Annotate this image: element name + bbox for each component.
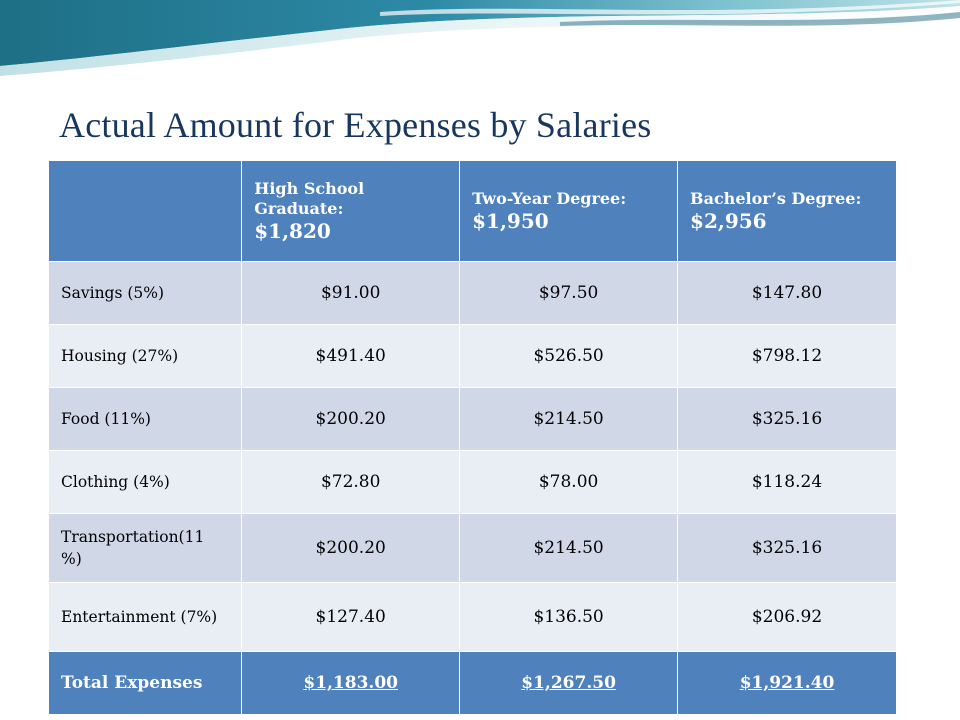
row-value: $91.00 [241, 261, 461, 325]
row-value: $127.40 [241, 582, 461, 652]
header-label: Bachelor’s Degree: [690, 189, 862, 208]
row-label: Clothing (4%) [47, 450, 243, 514]
row-value: $136.50 [459, 582, 679, 652]
row-value: $798.12 [677, 324, 897, 388]
header-label: High School Graduate: [254, 179, 365, 218]
row-value: $526.50 [459, 324, 679, 388]
table-row: Housing (27%) $491.40 $526.50 $798.12 [47, 324, 897, 388]
header-cell: Two-Year Degree: $1,950 [459, 160, 679, 262]
expenses-table: High School Graduate: $1,820 Two-Year Degr… [47, 160, 897, 715]
row-value: $491.40 [241, 324, 461, 388]
header-amount: $2,956 [690, 209, 767, 233]
row-label: Savings (5%) [47, 261, 243, 325]
total-label: Total Expenses [47, 651, 243, 715]
table-row: Savings (5%) $91.00 $97.50 $147.80 [47, 261, 897, 325]
header-amount: $1,950 [472, 209, 549, 233]
header-amount: $1,820 [254, 219, 331, 243]
row-value: $325.16 [677, 387, 897, 451]
total-value: $1,267.50 [459, 651, 679, 715]
row-value: $206.92 [677, 582, 897, 652]
total-value: $1,921.40 [677, 651, 897, 715]
row-value: $72.80 [241, 450, 461, 514]
row-label: Transportation(11 %) [47, 513, 243, 583]
row-value: $214.50 [459, 513, 679, 583]
banner-swoosh [0, 0, 960, 80]
table-header-row: High School Graduate: $1,820 Two-Year Degr… [47, 160, 897, 262]
row-value: $147.80 [677, 261, 897, 325]
row-value: $97.50 [459, 261, 679, 325]
table-row: Transportation(11 %) $200.20 $214.50 $325.1… [47, 513, 897, 583]
header-cell [47, 160, 243, 262]
table-row: Food (11%) $200.20 $214.50 $325.16 [47, 387, 897, 451]
header-cell: High School Graduate: $1,820 [241, 160, 461, 262]
total-row: Total Expenses $1,183.00 $1,267.50 $1,921.4… [47, 651, 897, 715]
header-label: Two-Year Degree: [472, 189, 627, 208]
row-value: $325.16 [677, 513, 897, 583]
row-value: $200.20 [241, 513, 461, 583]
row-value: $214.50 [459, 387, 679, 451]
page-title: Actual Amount for Expenses by Salaries [59, 105, 652, 145]
row-label: Housing (27%) [47, 324, 243, 388]
total-value: $1,183.00 [241, 651, 461, 715]
table-row: Entertainment (7%) $127.40 $136.50 $206.92 [47, 582, 897, 652]
row-value: $200.20 [241, 387, 461, 451]
table-row: Clothing (4%) $72.80 $78.00 $118.24 [47, 450, 897, 514]
row-value: $78.00 [459, 450, 679, 514]
header-cell: Bachelor’s Degree: $2,956 [677, 160, 897, 262]
row-label: Food (11%) [47, 387, 243, 451]
row-label: Entertainment (7%) [47, 582, 243, 652]
row-value: $118.24 [677, 450, 897, 514]
